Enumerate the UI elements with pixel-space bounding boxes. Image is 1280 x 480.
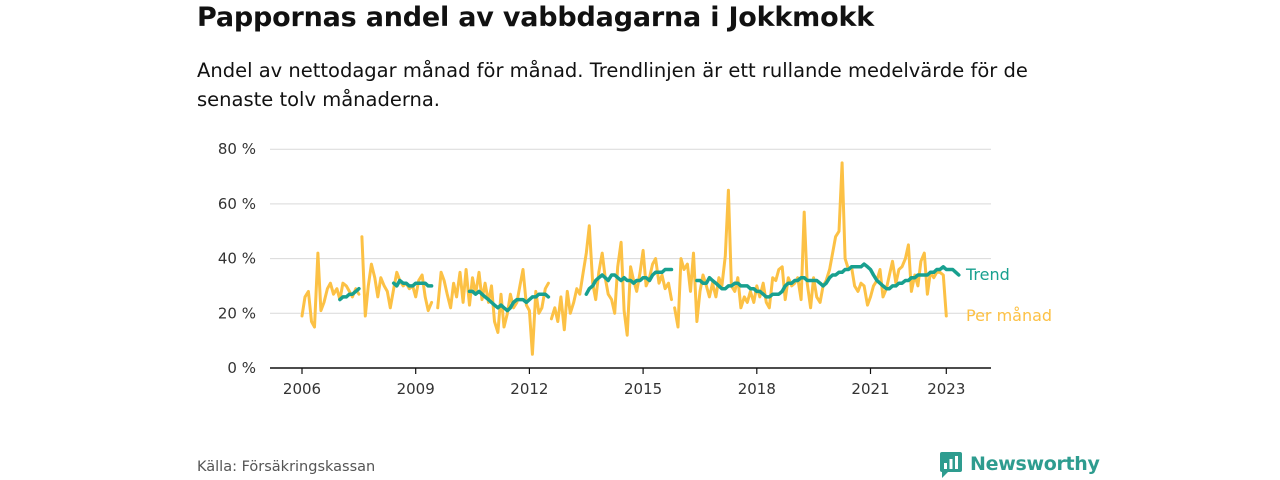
series-label-per-manad: Per månad <box>966 306 1052 325</box>
series-trend <box>338 262 961 313</box>
line-chart: 0 % 20 % 40 % 60 % 80 % 2006 2009 2012 2015 2018 2… <box>218 140 1052 398</box>
x-tick-label: 2021 <box>851 380 889 398</box>
series-line-segment <box>391 278 434 288</box>
source-note: Källa: Försäkringskassan <box>197 459 376 475</box>
series-line-segment <box>360 235 434 318</box>
series-line-segment <box>673 161 948 329</box>
series-line-segment <box>300 251 361 329</box>
y-tick-label: 60 % <box>218 195 256 213</box>
x-tick-label: 2023 <box>927 380 965 398</box>
series-label-trend: Trend <box>965 265 1010 284</box>
x-tick-label: 2012 <box>510 380 548 398</box>
y-tick-label: 40 % <box>218 250 256 268</box>
chart-title: Pappornas andel av vabbdagarna i Jokkmok… <box>197 2 874 33</box>
axes: 0 % 20 % 40 % 60 % 80 % 2006 2009 2012 2015 2018 2… <box>218 140 991 398</box>
newsworthy-logo-icon <box>940 452 962 478</box>
y-tick-label: 20 % <box>218 304 256 322</box>
chart-subtitle: Andel av nettodagar månad för månad. Tre… <box>197 59 1028 111</box>
series-line-segment <box>338 286 361 302</box>
x-tick-label: 2018 <box>738 380 776 398</box>
series-labels: Trend Per månad <box>965 265 1052 325</box>
series-line-segment <box>549 224 673 337</box>
x-tick-label: 2009 <box>397 380 435 398</box>
series-line-segment <box>695 262 961 299</box>
y-tick-label: 0 % <box>227 359 256 377</box>
gridlines <box>270 148 991 314</box>
series-lines <box>300 161 961 356</box>
brand-name: Newsworthy <box>970 453 1100 475</box>
x-tick-label: 2015 <box>624 380 662 398</box>
series-line-segment <box>584 267 674 296</box>
x-tick-label: 2006 <box>283 380 321 398</box>
series-line-segment <box>436 268 550 356</box>
y-tick-label: 80 % <box>218 140 256 158</box>
series-line-segment <box>467 289 551 313</box>
brand-logo: Newsworthy <box>940 450 1100 478</box>
